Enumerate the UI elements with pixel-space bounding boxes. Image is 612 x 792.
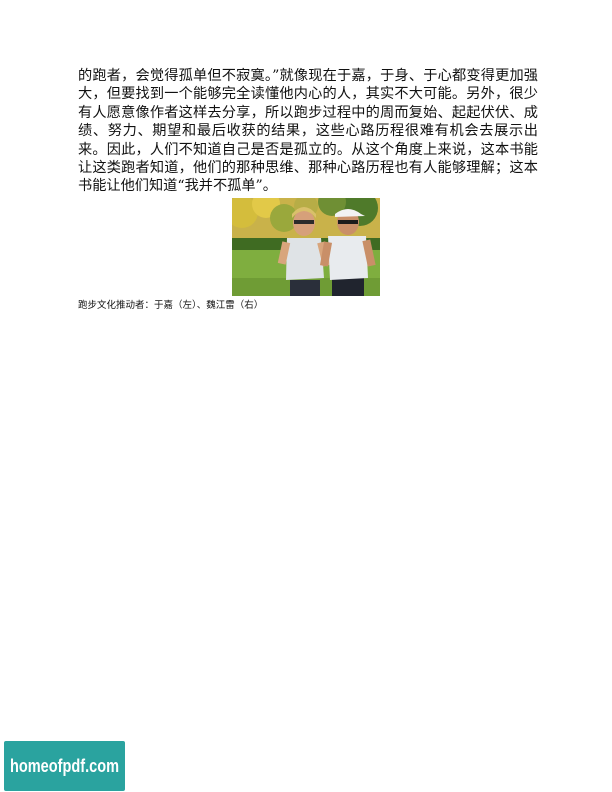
body-paragraph: 的跑者，会觉得孤单但不寂寞。”就像现在于嘉，于身、于心都变得更加强大，但要找到一… [78, 68, 538, 195]
photo-caption: 跑步文化推动者：于嘉（左）、魏江雷（右） [78, 300, 264, 311]
svg-text:homeofpdf.com: homeofpdf.com [10, 756, 119, 776]
site-watermark: homeofpdf.com [4, 741, 125, 791]
runners-photo [232, 198, 380, 296]
